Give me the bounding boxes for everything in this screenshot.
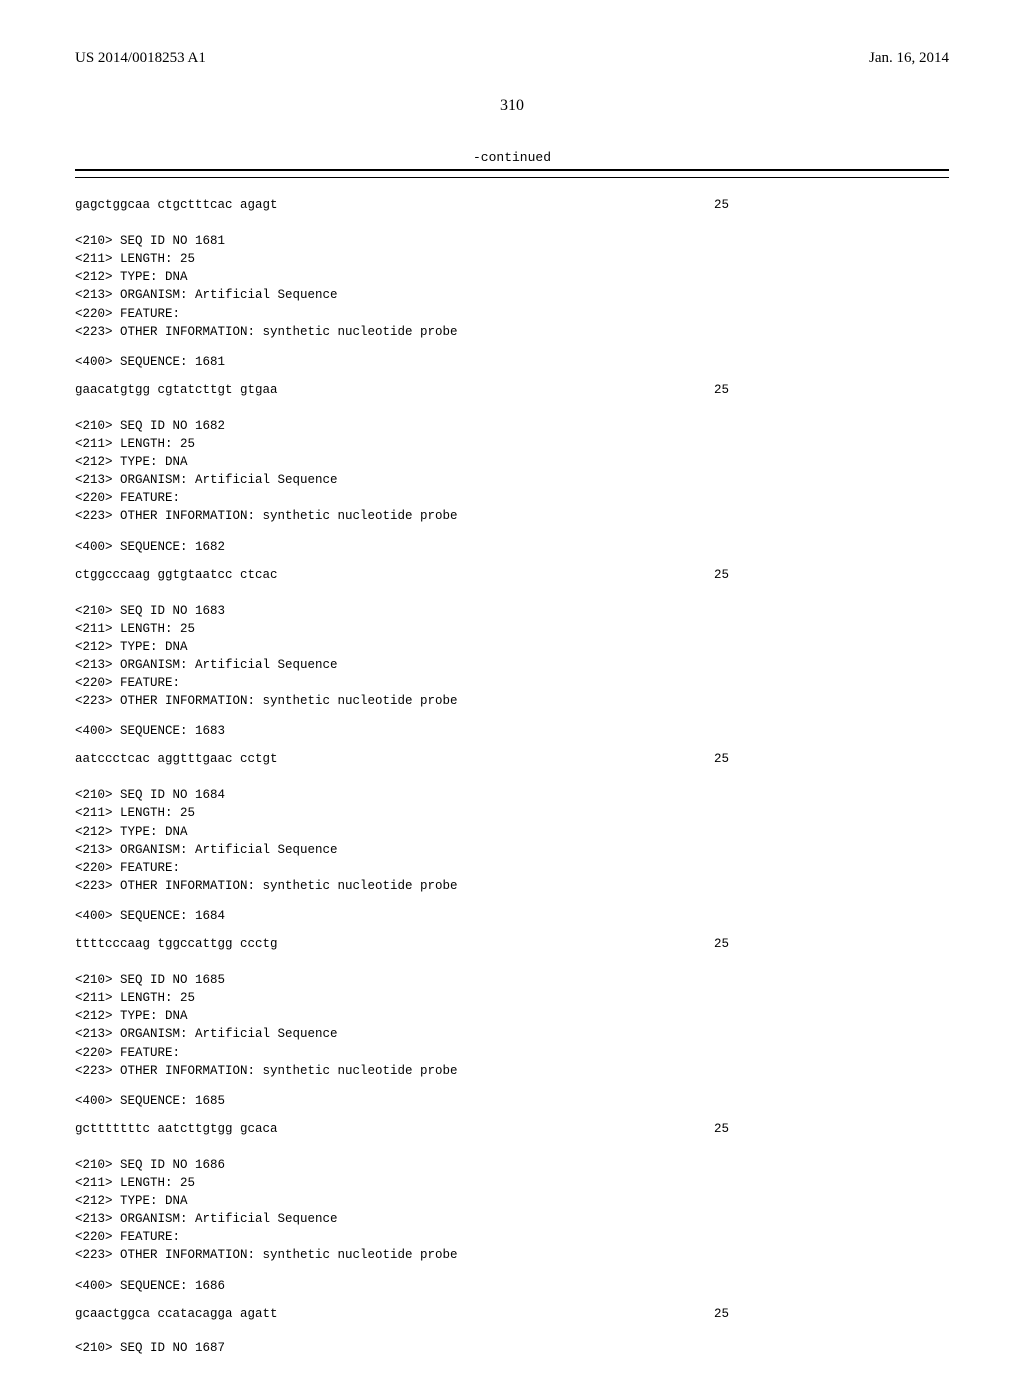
page-header: US 2014/0018253 A1 Jan. 16, 2014 — [75, 50, 949, 67]
sequence-text: ctggcccaag ggtgtaatcc ctcac — [75, 568, 278, 582]
sequence-line: ttttcccaag tggccattgg ccctg 25 — [75, 937, 949, 951]
sequence-length: 25 — [714, 937, 949, 951]
divider-thin — [75, 177, 949, 178]
trailing-210-value: 1687 — [195, 1341, 225, 1355]
sequence-line: ctggcccaag ggtgtaatcc ctcac 25 — [75, 568, 949, 582]
sequence-text: gaacatgtgg cgtatcttgt gtgaa — [75, 383, 278, 397]
sequence-length: 25 — [714, 1122, 949, 1136]
sequence-line: aatccctcac aggtttgaac cctgt 25 — [75, 752, 949, 766]
page-container: US 2014/0018253 A1 Jan. 16, 2014 310 -co… — [0, 0, 1024, 1395]
sequence-blocks-container: <210> SEQ ID NO 1681 <211> LENGTH: 25 <2… — [75, 232, 949, 1321]
sequence-block: <210> SEQ ID NO 1684 <211> LENGTH: 25 <2… — [75, 786, 949, 951]
sequence-text: ttttcccaag tggccattgg ccctg — [75, 937, 278, 951]
sequence-headers: <210> SEQ ID NO 1684 <211> LENGTH: 25 <2… — [75, 786, 949, 895]
sequence-block: <210> SEQ ID NO 1682 <211> LENGTH: 25 <2… — [75, 417, 949, 582]
publication-date: Jan. 16, 2014 — [869, 50, 949, 67]
sequence-text: gcaactggca ccatacagga agatt — [75, 1307, 278, 1321]
sequence-block: <210> SEQ ID NO 1686 <211> LENGTH: 25 <2… — [75, 1156, 949, 1321]
sequence-line: gctttttttc aatcttgtgg gcaca 25 — [75, 1122, 949, 1136]
sequence-length: 25 — [714, 568, 949, 582]
sequence-text: gctttttttc aatcttgtgg gcaca — [75, 1122, 278, 1136]
trailing-seq-id: <210> SEQ ID NO 1687 — [75, 1341, 949, 1355]
sequence-headers: <210> SEQ ID NO 1682 <211> LENGTH: 25 <2… — [75, 417, 949, 526]
sequence-block: <210> SEQ ID NO 1683 <211> LENGTH: 25 <2… — [75, 602, 949, 767]
sequence-block: <210> SEQ ID NO 1685 <211> LENGTH: 25 <2… — [75, 971, 949, 1136]
sequence-length: 25 — [714, 383, 949, 397]
sequence-400-line: <400> SEQUENCE: 1683 — [75, 724, 949, 738]
sequence-length: 25 — [714, 1307, 949, 1321]
trailing-210-label: <210> SEQ ID NO — [75, 1341, 195, 1355]
sequence-400-line: <400> SEQUENCE: 1682 — [75, 540, 949, 554]
sequence-400-line: <400> SEQUENCE: 1681 — [75, 355, 949, 369]
sequence-headers: <210> SEQ ID NO 1683 <211> LENGTH: 25 <2… — [75, 602, 949, 711]
leading-sequence-text: gagctggcaa ctgctttcac agagt — [75, 198, 278, 212]
sequence-line: gcaactggca ccatacagga agatt 25 — [75, 1307, 949, 1321]
sequence-headers: <210> SEQ ID NO 1681 <211> LENGTH: 25 <2… — [75, 232, 949, 341]
divider-top — [75, 169, 949, 171]
sequence-line: gaacatgtgg cgtatcttgt gtgaa 25 — [75, 383, 949, 397]
continued-wrapper: -continued — [75, 150, 949, 178]
leading-sequence-length: 25 — [714, 198, 949, 212]
leading-sequence-row: gagctggcaa ctgctttcac agagt 25 — [75, 198, 949, 212]
sequence-text: aatccctcac aggtttgaac cctgt — [75, 752, 278, 766]
sequence-400-line: <400> SEQUENCE: 1684 — [75, 909, 949, 923]
sequence-block: <210> SEQ ID NO 1681 <211> LENGTH: 25 <2… — [75, 232, 949, 397]
sequence-400-line: <400> SEQUENCE: 1685 — [75, 1094, 949, 1108]
sequence-400-line: <400> SEQUENCE: 1686 — [75, 1279, 949, 1293]
page-number: 310 — [75, 97, 949, 115]
sequence-headers: <210> SEQ ID NO 1685 <211> LENGTH: 25 <2… — [75, 971, 949, 1080]
sequence-headers: <210> SEQ ID NO 1686 <211> LENGTH: 25 <2… — [75, 1156, 949, 1265]
continued-label: -continued — [75, 150, 949, 165]
publication-number: US 2014/0018253 A1 — [75, 50, 206, 67]
sequence-length: 25 — [714, 752, 949, 766]
